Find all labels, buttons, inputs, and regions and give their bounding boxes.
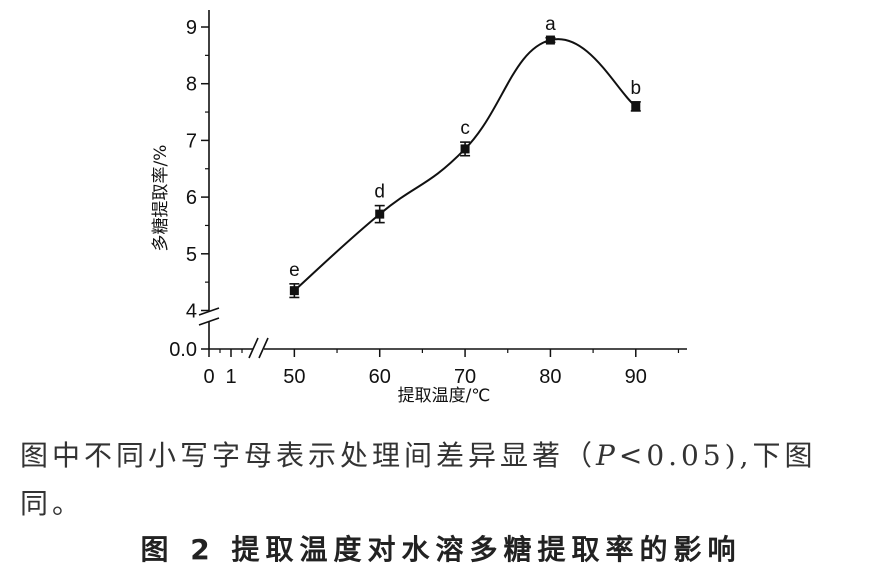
y-tick-label: 8: [186, 74, 197, 96]
x-axis-title: 提取温度/℃: [398, 386, 491, 406]
x-tick-label: 80: [539, 366, 561, 388]
y-tick-label: 5: [186, 244, 197, 266]
x-tick-label: 90: [625, 366, 647, 388]
x-tick-label: 50: [283, 366, 305, 388]
x-tick-label: 60: [369, 366, 391, 388]
y-tick-label: 4: [186, 300, 197, 322]
data-point: [289, 286, 299, 296]
x-tick-label: 0: [203, 366, 214, 388]
data-points: [289, 35, 641, 299]
y-tick-label: 0.0: [169, 339, 197, 361]
chart: 0 1 50 60 70 80 90 0.0 4 5 6 7 8 9 e d c a b 多糖提取率/% 提取温度/…: [151, 10, 687, 406]
y-tick-label: 9: [186, 17, 197, 39]
y-tick-label: 6: [186, 187, 197, 209]
y-tick-label: 7: [186, 130, 197, 152]
x-tick-label: 70: [454, 366, 476, 388]
significance-label: b: [630, 78, 641, 99]
footnote-p-symbol: P: [596, 439, 619, 472]
data-point: [631, 101, 641, 111]
x-axis-break-mark: [248, 337, 269, 359]
footnote-text-2: <0.05),下图同。: [20, 439, 817, 520]
footnote: 图中不同小写字母表示处理间差异显著（P<0.05),下图同。: [20, 432, 870, 528]
significance-label: d: [374, 182, 385, 203]
data-point: [545, 35, 555, 45]
axes: [198, 10, 687, 359]
figure-caption: 图 2 提取温度对水溶多糖提取率的影响: [140, 533, 742, 566]
x-tick-label: 1: [225, 366, 236, 388]
data-point: [460, 144, 470, 154]
significance-label: c: [460, 118, 470, 139]
significance-label: a: [545, 14, 556, 35]
y-axis-title: 多糖提取率/%: [151, 145, 171, 252]
data-point: [375, 209, 385, 219]
footnote-text-1: 图中不同小写字母表示处理间差异显著（: [20, 439, 597, 472]
tick-labels: 0 1 50 60 70 80 90 0.0 4 5 6 7 8 9 e d c a b: [169, 14, 647, 388]
y-axis-break-mark: [198, 307, 220, 326]
fit-curve: [293, 38, 637, 292]
significance-label: e: [289, 260, 300, 281]
